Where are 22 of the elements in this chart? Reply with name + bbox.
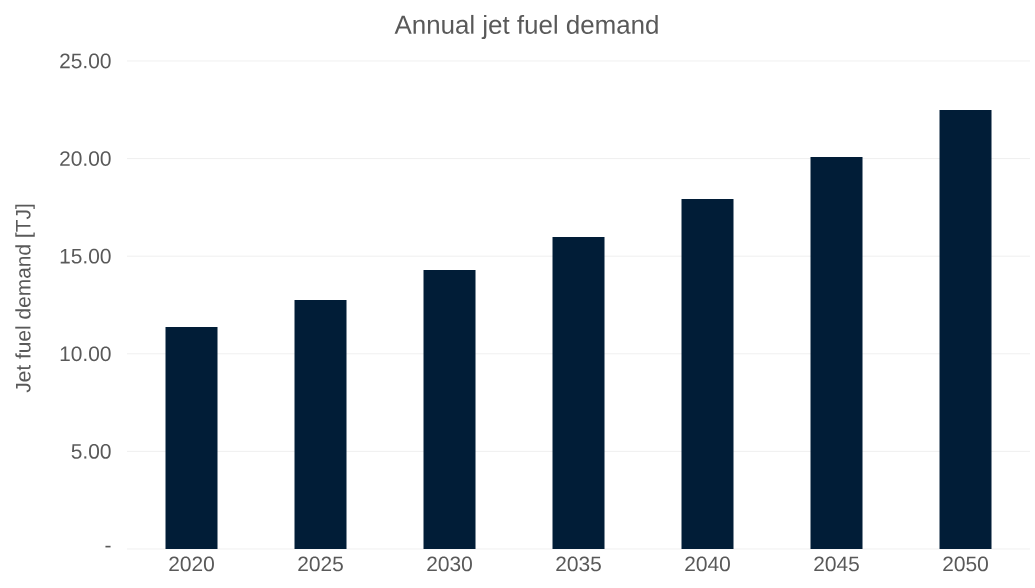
- y-tick-label: 10.00: [60, 346, 111, 362]
- bar: [810, 157, 863, 549]
- x-tick-label: 2050: [943, 556, 988, 572]
- y-tick-label: 20.00: [60, 151, 111, 166]
- bar: [681, 198, 734, 549]
- bar: [939, 109, 992, 549]
- y-tick-label: 5.00: [71, 443, 111, 459]
- bar: [552, 237, 605, 549]
- y-tick-label: 15.00: [60, 248, 111, 264]
- y-tick-label: 25.00: [60, 53, 111, 69]
- x-tick-label: 2045: [814, 556, 859, 572]
- x-tick-label: 2035: [556, 556, 601, 572]
- chart-title: Annual jet fuel demand: [394, 14, 658, 40]
- x-tick-label: 2025: [298, 556, 343, 572]
- x-tick-label: 2040: [685, 556, 730, 572]
- y-tick-label: -: [105, 545, 111, 548]
- bar: [165, 327, 218, 549]
- bar: [294, 299, 347, 549]
- x-tick-label: 2030: [427, 556, 472, 572]
- bar: [423, 270, 476, 549]
- y-axis-title: Jet fuel demand [TJ]: [15, 204, 35, 393]
- x-tick-label: 2020: [169, 556, 214, 572]
